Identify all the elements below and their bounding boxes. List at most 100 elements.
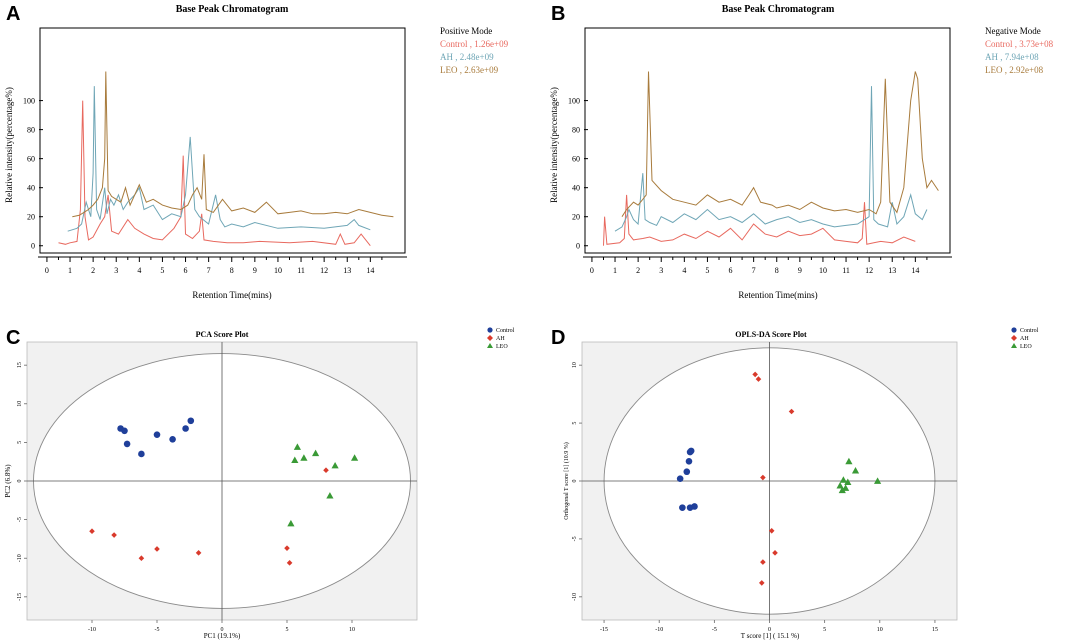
data-point-ah	[755, 376, 762, 382]
plot-area: -10 -5 0 5 10 -15 -10 -5 0 5 10 15	[17, 342, 417, 633]
data-point-control	[153, 431, 161, 438]
legend-entry-control: Control	[1020, 328, 1039, 334]
data-point-ah	[768, 528, 775, 534]
y-tick-label: 0	[31, 242, 35, 251]
panel-D: OPLS-DA Score Plot -15 -10 -5 0 5 10 15 -10 -5 0 5…	[563, 327, 1039, 640]
x-tick-label: -15	[600, 627, 608, 633]
y-tick-label: 100	[23, 97, 35, 106]
x-tick-label: 5	[705, 266, 709, 275]
panel-letter-D: D	[551, 327, 565, 349]
legend-entry-ah: AH	[496, 336, 505, 342]
legend-entry-leo: LEO	[1020, 344, 1032, 350]
data-point-control	[187, 417, 195, 425]
x-tick-label: 15	[932, 627, 938, 633]
data-point-control	[676, 475, 684, 482]
y-tick-label: 0	[17, 480, 23, 483]
series-line-control	[58, 100, 371, 247]
legend-entry-ah: AH , 2.48e+09	[440, 52, 494, 62]
data-point-control	[679, 504, 686, 511]
data-point-leo	[293, 443, 301, 450]
y-axis-label: Relative intensity(percentage%)	[4, 87, 14, 203]
chart-title: Base Peak Chromatogram	[176, 4, 289, 15]
y-tick-label: 5	[572, 422, 578, 425]
data-point-control	[138, 450, 145, 458]
x-tick-label: 7	[752, 266, 756, 275]
y-tick-label: -10	[572, 593, 578, 601]
data-point-leo	[838, 486, 846, 494]
legend-marker-leo	[487, 343, 493, 348]
x-tick-label: 4	[137, 266, 141, 275]
data-point-leo	[839, 476, 847, 483]
data-point-control	[687, 447, 695, 455]
data-point-ah	[760, 559, 766, 565]
x-tick-label: 11	[842, 266, 850, 275]
data-point-leo	[312, 449, 320, 457]
mode-label: Negative Mode	[985, 26, 1041, 36]
x-tick-label: 0	[45, 266, 49, 275]
x-tick-label: 6	[184, 266, 188, 275]
chart-title: OPLS-DA Score Plot	[735, 330, 807, 339]
y-tick-label: -5	[572, 536, 578, 541]
panel-C: PCA Score Plot -10 -5 0 5 10 -15 -10 -5 0 5 10 15 C…	[4, 327, 515, 640]
x-tick-label: -5	[155, 627, 160, 633]
legend-marker-ah	[487, 335, 493, 341]
x-tick-label: 0	[768, 627, 771, 633]
x-tick-label: 8	[230, 266, 234, 275]
x-tick-label: 10	[819, 266, 827, 275]
data-point-ah	[788, 408, 795, 415]
data-point-leo	[851, 466, 860, 474]
legend-marker-control	[487, 327, 493, 333]
x-axis-label: Retention Time(mins)	[192, 290, 271, 300]
x-tick-label: 6	[729, 266, 733, 275]
y-axis-label: Relative intensity(percentage%)	[549, 87, 559, 203]
data-point-leo	[844, 478, 852, 486]
legend-entry-leo: LEO	[496, 344, 508, 350]
series-line-ah	[614, 86, 928, 232]
data-point-ah	[138, 555, 145, 562]
x-tick-label: 5	[823, 627, 826, 633]
data-point-control	[683, 468, 691, 476]
plot-frame	[39, 27, 406, 254]
legend-marker-ah	[1011, 335, 1017, 341]
x-tick-label: -10	[88, 627, 96, 633]
y-tick-label: 60	[572, 155, 580, 164]
data-point-leo	[300, 454, 308, 461]
y-axis-label: Orthogonal T score [1] (10.9 %)	[563, 442, 570, 519]
data-point-ah	[752, 371, 758, 378]
y-tick-label: -5	[17, 517, 23, 522]
data-point-control	[169, 436, 176, 443]
data-point-leo	[351, 454, 359, 461]
x-tick-label: 5	[286, 627, 289, 633]
x-tick-label: 14	[911, 266, 919, 275]
legend-entry-control: Control	[496, 328, 515, 334]
y-tick-label: 15	[17, 362, 23, 368]
x-tick-label: 14	[366, 266, 374, 275]
chart-title: PCA Score Plot	[196, 330, 249, 339]
x-tick-label: 12	[320, 266, 328, 275]
data-point-leo	[836, 482, 844, 489]
series-line-control	[603, 194, 916, 246]
y-tick-label: 10	[17, 401, 23, 407]
x-tick-label: 9	[798, 266, 802, 275]
legend-entry-ah: AH	[1020, 336, 1029, 342]
x-tick-label: 4	[682, 266, 686, 275]
data-point-leo	[326, 492, 334, 499]
y-tick-label: -10	[17, 554, 23, 562]
legend-marker-leo	[1011, 343, 1017, 348]
x-tick-label: 13	[343, 266, 351, 275]
y-tick-label: 80	[572, 126, 580, 135]
y-tick-label: 40	[572, 184, 580, 193]
y-axis-label: PC2 (6.8%)	[4, 464, 12, 498]
x-tick-label: 12	[865, 266, 873, 275]
data-point-control	[182, 425, 189, 432]
x-tick-label: 9	[253, 266, 257, 275]
x-tick-label: -5	[712, 627, 717, 633]
data-point-ah	[111, 532, 117, 538]
data-point-control	[685, 458, 693, 465]
x-tick-label: -10	[655, 627, 663, 633]
